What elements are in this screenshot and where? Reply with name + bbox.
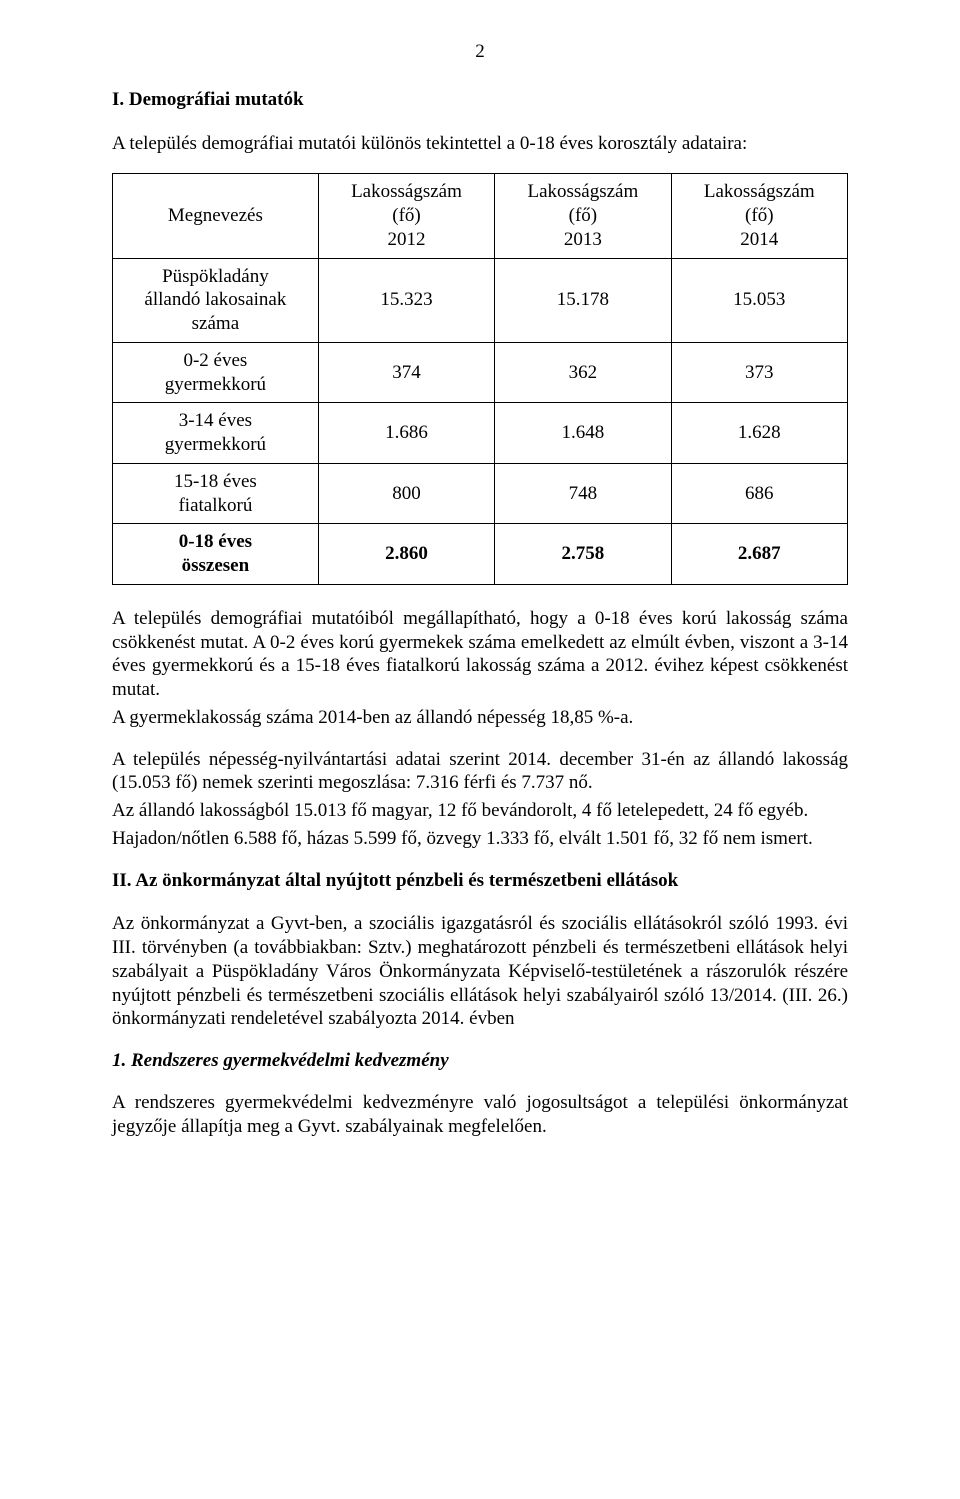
paragraph: A gyermeklakosság száma 2014-ben az álla…: [112, 706, 848, 730]
row-label-line: 3-14 éves: [179, 410, 252, 431]
demographics-table: Megnevezés Lakosságszám (fő) 2012 Lakoss…: [112, 173, 848, 585]
cell-value: 362: [495, 342, 671, 403]
paragraph: A település népesség-nyilvántartási adat…: [112, 748, 848, 796]
col-header-line: 2013: [564, 229, 602, 250]
row-label-line: 0-18 éves: [179, 531, 252, 552]
row-label-line: száma: [192, 313, 239, 334]
paragraph: Az állandó lakosságból 15.013 fő magyar,…: [112, 799, 848, 823]
cell-value: 1.628: [671, 403, 847, 464]
row-label-line: 0-2 éves: [183, 350, 247, 371]
col-header-2013: Lakosságszám (fő) 2013: [495, 174, 671, 258]
row-label-line: gyermekkorú: [165, 374, 266, 395]
table-header-row: Megnevezés Lakosságszám (fő) 2012 Lakoss…: [113, 174, 848, 258]
row-label: 3-14 éves gyermekkorú: [113, 403, 319, 464]
row-label: 15-18 éves fiatalkorú: [113, 463, 319, 524]
col-header-line: 2012: [387, 229, 425, 250]
row-label-line: összesen: [182, 555, 250, 576]
table-row: 0-2 éves gyermekkorú 374 362 373: [113, 342, 848, 403]
row-label: 0-2 éves gyermekkorú: [113, 342, 319, 403]
cell-value: 686: [671, 463, 847, 524]
document-page: 2 I. Demográfiai mutatók A település dem…: [0, 0, 960, 1499]
col-header-name: Megnevezés: [113, 174, 319, 258]
paragraph: A rendszeres gyermekvédelmi kedvezményre…: [112, 1091, 848, 1139]
col-header-line: (fő): [569, 205, 597, 226]
cell-value: 15.178: [495, 258, 671, 342]
row-label: 0-18 éves összesen: [113, 524, 319, 585]
cell-value: 15.323: [318, 258, 494, 342]
row-label-line: állandó lakosainak: [144, 289, 286, 310]
row-label-line: gyermekkorú: [165, 434, 266, 455]
table-row: 15-18 éves fiatalkorú 800 748 686: [113, 463, 848, 524]
col-header-line: 2014: [740, 229, 778, 250]
paragraph: Az önkormányzat a Gyvt-ben, a szociális …: [112, 912, 848, 1031]
cell-value: 2.758: [495, 524, 671, 585]
cell-value: 2.687: [671, 524, 847, 585]
col-header-line: Lakosságszám: [527, 181, 638, 202]
subsection-heading: 1. Rendszeres gyermekvédelmi kedvezmény: [112, 1049, 848, 1073]
cell-value: 15.053: [671, 258, 847, 342]
col-header-line: (fő): [745, 205, 773, 226]
cell-value: 800: [318, 463, 494, 524]
row-label-line: 15-18 éves: [174, 471, 257, 492]
paragraph: A település demográfiai mutatóiból megál…: [112, 607, 848, 702]
table-row: 3-14 éves gyermekkorú 1.686 1.648 1.628: [113, 403, 848, 464]
row-label-line: Püspökladány: [162, 266, 269, 287]
col-header-line: Lakosságszám: [351, 181, 462, 202]
cell-value: 373: [671, 342, 847, 403]
cell-value: 374: [318, 342, 494, 403]
page-number: 2: [112, 40, 848, 64]
col-header-line: (fő): [392, 205, 420, 226]
cell-value: 1.648: [495, 403, 671, 464]
row-label: Püspökladány állandó lakosainak száma: [113, 258, 319, 342]
col-header-2014: Lakosságszám (fő) 2014: [671, 174, 847, 258]
row-label-line: fiatalkorú: [178, 495, 252, 516]
paragraph: Hajadon/nőtlen 6.588 fő, házas 5.599 fő,…: [112, 827, 848, 851]
cell-value: 2.860: [318, 524, 494, 585]
cell-value: 748: [495, 463, 671, 524]
col-header-line: Lakosságszám: [704, 181, 815, 202]
table-total-row: 0-18 éves összesen 2.860 2.758 2.687: [113, 524, 848, 585]
table-row: Püspökladány állandó lakosainak száma 15…: [113, 258, 848, 342]
col-header-2012: Lakosságszám (fő) 2012: [318, 174, 494, 258]
section-2-title: II. Az önkormányzat által nyújtott pénzb…: [112, 869, 848, 893]
intro-paragraph: A település demográfiai mutatói különös …: [112, 132, 848, 156]
cell-value: 1.686: [318, 403, 494, 464]
section-1-title: I. Demográfiai mutatók: [112, 88, 848, 112]
